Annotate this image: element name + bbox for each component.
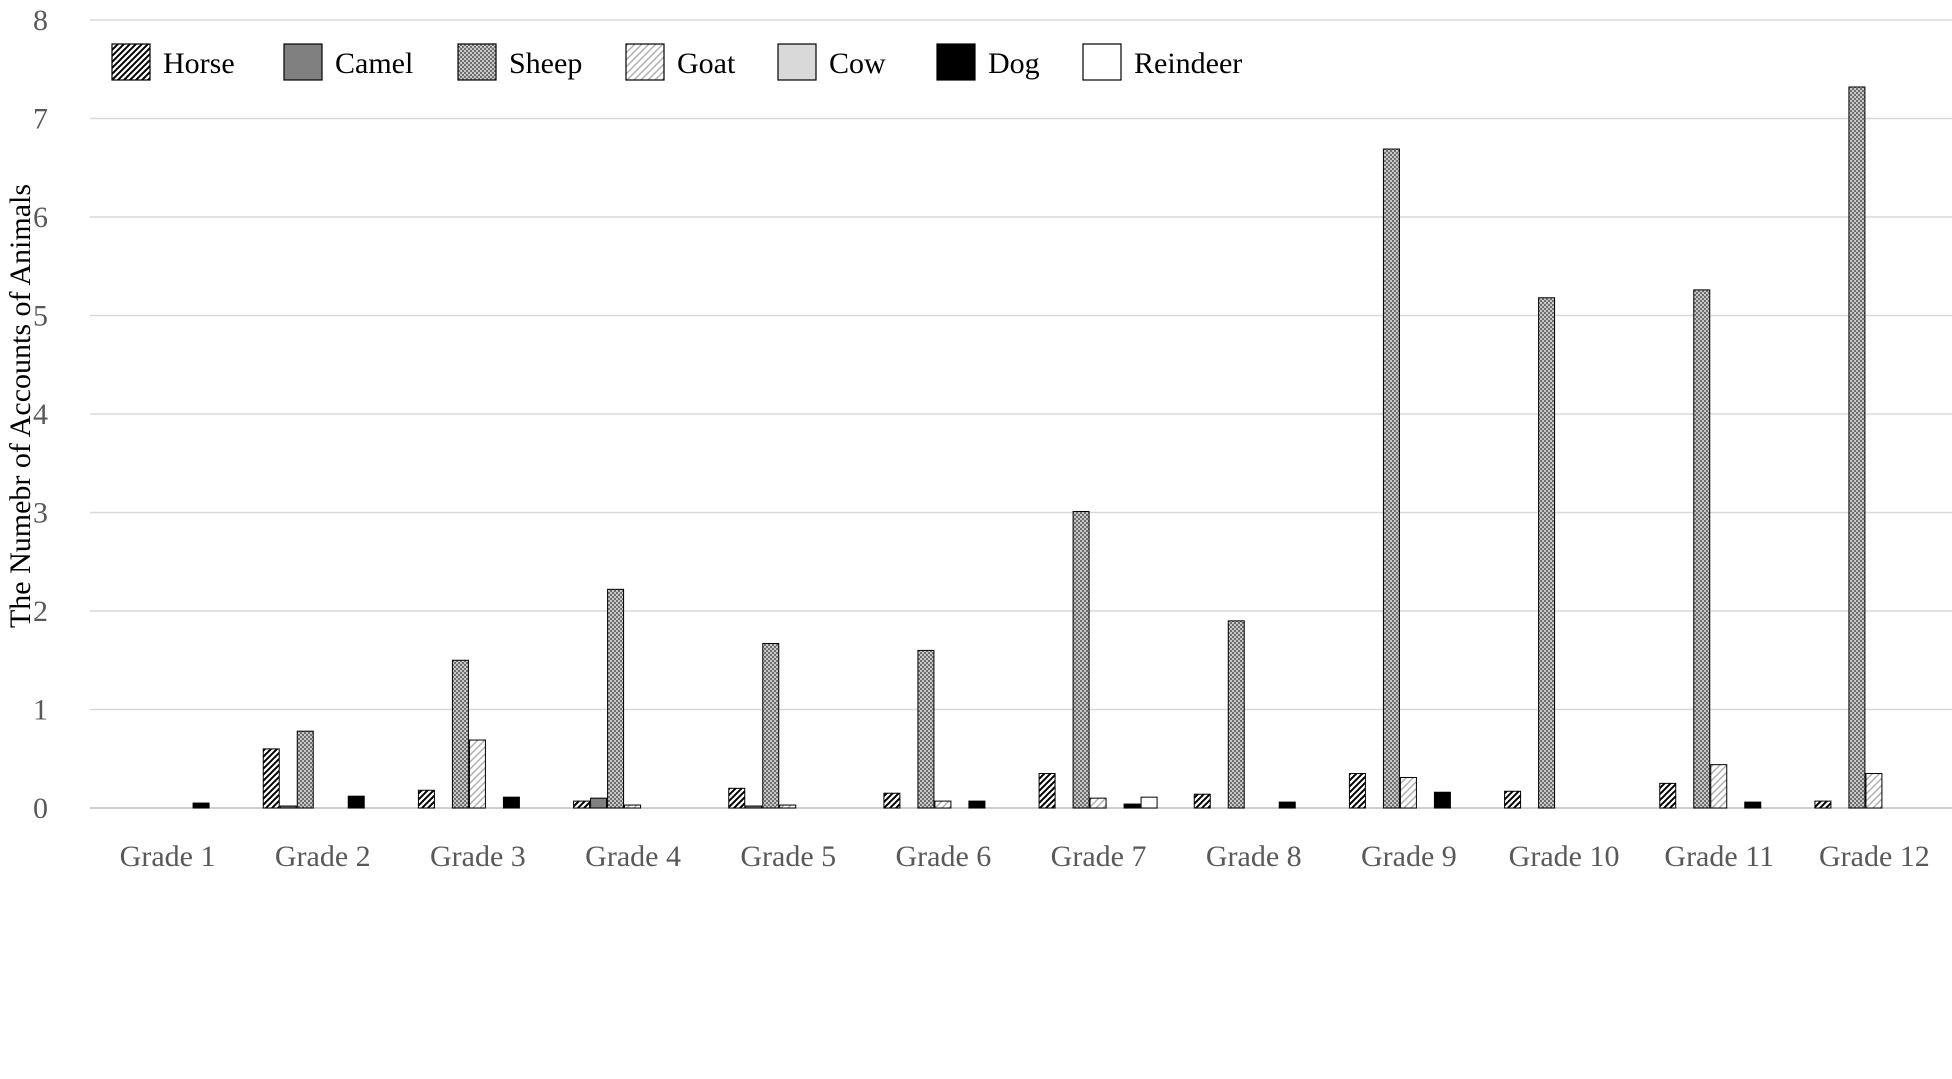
x-tick-label: Grade 3 xyxy=(430,840,526,873)
legend-swatch-goat xyxy=(625,43,665,81)
legend-swatch-dog xyxy=(936,43,976,81)
bar-sheep xyxy=(607,588,625,809)
legend-label-dog: Dog xyxy=(988,47,1040,80)
x-tick-label: Grade 6 xyxy=(896,840,992,873)
bar-camel xyxy=(745,805,763,809)
bar-camel xyxy=(590,797,608,809)
bar-dog xyxy=(347,795,365,809)
legend-label-camel: Camel xyxy=(335,47,413,80)
bar-goat xyxy=(779,804,797,809)
bar-goat xyxy=(1399,776,1417,809)
y-tick-label: 2 xyxy=(33,595,48,628)
x-tick-label: Grade 10 xyxy=(1509,840,1620,873)
legend-swatch-camel xyxy=(283,43,323,81)
x-axis-ticks: Grade 1 Grade 2 Grade 3 Grade 4 Grade 5 Grade… xyxy=(120,840,1930,873)
bar-horse xyxy=(573,800,591,809)
x-tick-label: Grade 5 xyxy=(740,840,836,873)
bar-horse xyxy=(1348,773,1366,809)
bar-horse xyxy=(1659,782,1677,809)
bar-horse xyxy=(1504,790,1522,809)
bar-sheep xyxy=(1227,620,1245,809)
bar-horse xyxy=(262,748,280,809)
bar-sheep xyxy=(1538,297,1556,809)
bar-dog xyxy=(1278,801,1296,809)
bar-sheep xyxy=(1382,148,1400,809)
x-tick-label: Grade 12 xyxy=(1819,840,1930,873)
bar-reindeer xyxy=(1140,796,1158,809)
bar-goat xyxy=(1710,764,1728,809)
legend-swatch-sheep xyxy=(457,43,497,81)
bar-dog xyxy=(502,796,520,809)
x-tick-label: Grade 9 xyxy=(1361,840,1457,873)
legend-label-reindeer: Reindeer xyxy=(1134,47,1242,80)
legend-label-cow: Cow xyxy=(829,47,886,80)
bar-horse xyxy=(417,789,435,809)
bar-goat xyxy=(1089,797,1107,809)
bar-camel xyxy=(279,805,297,809)
x-tick-label: Grade 4 xyxy=(585,840,681,873)
bar-goat xyxy=(934,800,952,809)
bars xyxy=(192,86,1883,809)
bar-goat xyxy=(624,804,642,809)
bar-sheep xyxy=(296,730,314,809)
x-tick-label: Grade 7 xyxy=(1051,840,1147,873)
legend-label-sheep: Sheep xyxy=(509,47,582,80)
bar-dog xyxy=(1433,791,1451,809)
legend-label-goat: Goat xyxy=(677,47,736,80)
bar-horse xyxy=(1193,793,1211,809)
x-tick-label: Grade 8 xyxy=(1206,840,1302,873)
gridlines xyxy=(90,19,1952,809)
bar-dog xyxy=(1123,803,1141,809)
bar-sheep xyxy=(1848,86,1866,809)
y-tick-label: 8 xyxy=(33,4,48,37)
bar-goat xyxy=(468,739,486,809)
y-axis-title: The Numebr of Accounts of Animals xyxy=(4,184,37,628)
bar-sheep xyxy=(1693,289,1711,809)
legend-swatch-horse xyxy=(111,43,151,81)
x-tick-label: Grade 11 xyxy=(1664,840,1774,873)
bar-horse xyxy=(883,792,901,809)
bar-sheep xyxy=(1072,511,1090,809)
legend: Horse Camel Sheep Goat Cow Dog Reindeer xyxy=(111,43,1242,81)
y-tick-label: 7 xyxy=(33,103,48,136)
bar-dog xyxy=(968,800,986,809)
bar-dog xyxy=(192,802,210,809)
y-tick-label: 3 xyxy=(33,497,48,530)
bar-sheep xyxy=(762,643,780,809)
bar-dog xyxy=(1744,801,1762,809)
legend-swatch-cow xyxy=(777,43,817,81)
x-tick-label: Grade 2 xyxy=(275,840,371,873)
bar-goat xyxy=(1865,773,1883,809)
y-tick-label: 1 xyxy=(33,694,48,727)
legend-label-horse: Horse xyxy=(163,47,235,80)
legend-swatch-reindeer xyxy=(1082,43,1122,81)
y-tick-label: 6 xyxy=(33,201,48,234)
bar-sheep xyxy=(451,659,469,809)
bar-horse xyxy=(1038,773,1056,809)
bar-horse xyxy=(728,787,746,809)
y-tick-label: 4 xyxy=(33,398,48,431)
x-tick-label: Grade 1 xyxy=(120,840,216,873)
y-axis-ticks: 0 1 2 3 4 5 6 7 8 xyxy=(33,4,48,825)
bar-horse xyxy=(1814,800,1832,809)
bar-sheep xyxy=(917,649,935,809)
y-tick-label: 0 xyxy=(33,792,48,825)
y-tick-label: 5 xyxy=(33,300,48,333)
